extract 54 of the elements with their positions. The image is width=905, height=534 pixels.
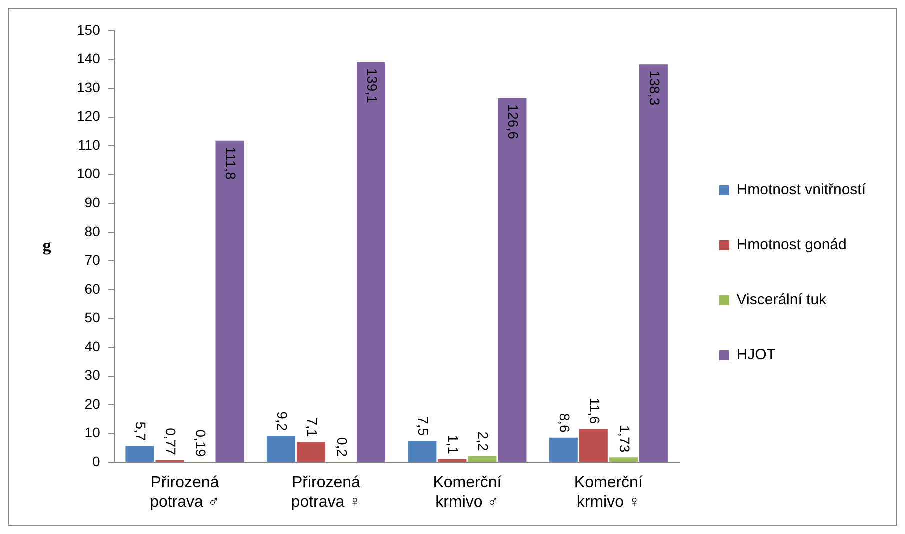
bar bbox=[549, 438, 578, 462]
data-label: 138,3 bbox=[646, 70, 663, 106]
bar bbox=[356, 62, 386, 462]
x-tick-label: Přirozená potrava ♂ bbox=[150, 474, 220, 511]
bar bbox=[579, 429, 608, 462]
bar bbox=[639, 64, 668, 462]
y-tick-label: 150 bbox=[77, 22, 101, 38]
y-axis-title: g bbox=[42, 236, 52, 256]
data-label: 0,19 bbox=[193, 430, 210, 458]
y-tick-label: 120 bbox=[77, 108, 101, 124]
y-tick-label: 130 bbox=[77, 79, 101, 96]
data-label: 0,77 bbox=[163, 428, 180, 456]
y-tick-label: 140 bbox=[77, 50, 101, 67]
data-label: 1,73 bbox=[616, 425, 633, 453]
data-label: 139,1 bbox=[364, 68, 380, 104]
y-tick-label: 80 bbox=[84, 223, 101, 240]
y-tick-label: 40 bbox=[84, 338, 101, 354]
x-tick-label: Přirozená potrava ♀ bbox=[291, 474, 362, 511]
bar bbox=[216, 140, 244, 462]
bar bbox=[609, 458, 638, 462]
data-label: 2,2 bbox=[476, 432, 492, 452]
bar bbox=[266, 436, 296, 462]
y-tick-label: 0 bbox=[92, 453, 101, 470]
y-tick-label: 110 bbox=[78, 136, 101, 153]
data-label: 111,8 bbox=[223, 146, 240, 180]
bar bbox=[408, 441, 437, 462]
data-label: 7,5 bbox=[416, 416, 432, 436]
x-tick-label: Komerční krmivo ♂ bbox=[433, 474, 502, 511]
legend-label: Viscerální tuk bbox=[736, 292, 828, 309]
y-tick-label: 30 bbox=[84, 367, 101, 384]
bar bbox=[296, 442, 326, 462]
bar bbox=[498, 98, 527, 462]
y-tick-label: 90 bbox=[84, 194, 101, 210]
bar bbox=[438, 459, 467, 462]
y-tick-label: 50 bbox=[84, 310, 101, 326]
legend-label: HJOT bbox=[736, 346, 776, 364]
y-tick-label: 20 bbox=[84, 396, 101, 412]
legend-label: Hmotnost gonád bbox=[736, 236, 847, 254]
legend-label: Hmotnost vnitřností bbox=[736, 182, 867, 199]
bar bbox=[468, 456, 497, 462]
data-label: 1,1 bbox=[446, 434, 462, 455]
data-label: 8,6 bbox=[556, 413, 573, 434]
y-tick-label: 60 bbox=[84, 280, 101, 297]
y-tick-label: 100 bbox=[77, 166, 101, 182]
data-label: 5,7 bbox=[133, 422, 150, 442]
bar bbox=[126, 446, 154, 462]
data-label: 11,6 bbox=[586, 398, 603, 424]
y-tick-label: 10 bbox=[84, 424, 101, 441]
data-label: 126,6 bbox=[506, 104, 522, 140]
data-label: 7,1 bbox=[304, 418, 320, 438]
x-tick-label: Komerční krmivo ♀ bbox=[574, 474, 644, 511]
data-label: 9,2 bbox=[274, 412, 290, 432]
data-label: 0,2 bbox=[334, 438, 350, 458]
y-tick-label: 70 bbox=[84, 252, 101, 268]
